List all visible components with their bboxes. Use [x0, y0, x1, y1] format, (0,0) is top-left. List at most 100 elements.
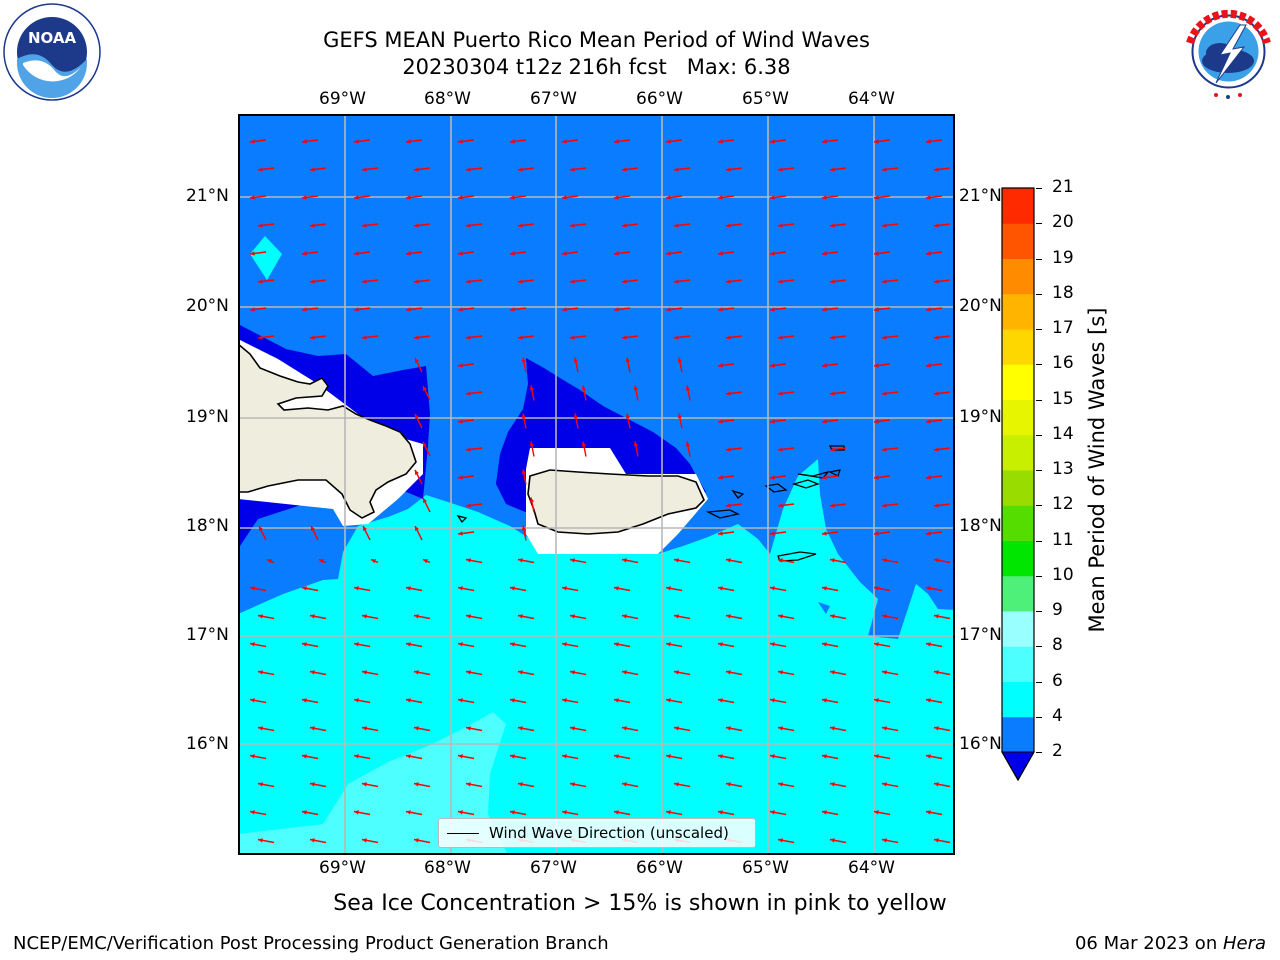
wave-direction-arrowhead	[570, 614, 575, 619]
wave-direction-arrowhead	[674, 279, 679, 284]
wave-direction-arrowhead	[466, 335, 471, 340]
colorbar-tick	[1036, 470, 1042, 471]
wave-direction-arrowhead	[258, 670, 263, 675]
wave-direction-arrowhead	[562, 754, 567, 759]
wave-direction-arrowhead	[778, 335, 783, 340]
lon-label-bottom-64w: 64°W	[848, 858, 895, 878]
wave-direction-arrowhead	[362, 614, 367, 619]
colorbar-tick	[1036, 223, 1042, 225]
wave-direction-arrowhead	[934, 223, 939, 228]
colorbar-tick-label: 16	[1052, 353, 1074, 374]
wave-direction-arrowhead	[258, 223, 263, 228]
wave-direction-arrowhead	[666, 195, 671, 200]
wave-direction-arrowhead	[830, 782, 835, 787]
colorbar-bin	[1002, 188, 1034, 224]
wave-direction-arrowhead	[414, 335, 419, 340]
wave-direction-arrowhead	[466, 782, 471, 787]
wave-direction-arrowhead	[310, 838, 315, 843]
virgin-islands-outlines	[456, 445, 845, 562]
wave-direction-arrowhead	[726, 670, 731, 675]
wave-direction-arrowhead	[614, 698, 619, 703]
wave-direction-arrowhead	[778, 391, 783, 396]
wave-direction-arrowhead	[874, 307, 879, 312]
chart-title: GEFS MEAN Puerto Rico Mean Period of Win…	[323, 28, 870, 52]
wave-direction-arrowhead	[302, 698, 307, 703]
colorbar-bin	[1002, 611, 1034, 647]
wave-direction-arrowhead	[458, 698, 463, 703]
wave-direction-arrowhead	[882, 447, 887, 452]
wave-direction-arrowhead	[822, 307, 827, 312]
wave-direction-arrowhead	[510, 139, 515, 144]
wave-direction-arrowhead	[310, 614, 315, 619]
wave-direction-arrowhead	[510, 307, 515, 312]
wave-period-2-4-pocket	[818, 602, 830, 614]
wave-direction-arrowhead	[362, 335, 367, 340]
wave-direction-arrowhead	[926, 810, 931, 815]
wave-direction-arrowhead	[510, 698, 515, 703]
wave-direction-arrowhead	[354, 642, 359, 647]
wave-direction-arrowhead	[310, 279, 315, 284]
wave-direction-arrowhead	[822, 531, 827, 536]
wave-direction-arrowhead	[510, 810, 515, 815]
wave-direction-arrowhead	[830, 335, 835, 340]
wave-direction-arrowhead	[562, 698, 567, 703]
wave-direction-arrowhead	[614, 810, 619, 815]
lon-label-bottom-67w: 67°W	[530, 858, 577, 878]
wave-direction-arrowhead	[934, 335, 939, 340]
wave-direction-arrowhead	[258, 335, 263, 340]
wave-direction-arrowhead	[529, 497, 535, 503]
footer-date: 06 Mar 2023 on Hera	[1075, 933, 1266, 954]
wave-direction-arrowhead	[362, 279, 367, 284]
lat-label-left-19n: 19°N	[186, 407, 229, 427]
wave-direction-arrowhead	[830, 447, 835, 452]
wave-direction-arrowhead	[778, 503, 783, 508]
wave-direction-arrowhead	[926, 307, 931, 312]
lat-label-right-20n: 20°N	[959, 296, 1002, 316]
wave-direction-arrowhead	[562, 586, 567, 591]
wave-direction-arrowhead	[882, 838, 887, 843]
wave-direction-arrowhead	[250, 754, 255, 759]
wave-direction-arrowhead	[778, 838, 783, 843]
wave-direction-arrowhead	[414, 782, 419, 787]
lat-label-right-16n: 16°N	[959, 734, 1002, 754]
vector-legend-swatch	[447, 832, 479, 834]
wave-direction-arrowhead	[622, 614, 627, 619]
wave-direction-arrowhead	[830, 838, 835, 843]
wave-direction-arrowhead	[926, 419, 931, 424]
colorbar-tick-label: 13	[1052, 459, 1074, 479]
wave-direction-arrowhead	[934, 726, 939, 731]
wave-direction-arrowhead	[518, 223, 523, 228]
wave-direction-arrowhead	[874, 251, 879, 256]
wave-direction-arrowhead	[882, 391, 887, 396]
wave-direction-arrowhead	[622, 279, 627, 284]
wave-direction-arrowhead	[718, 642, 723, 647]
wave-direction-arrowhead	[466, 558, 471, 563]
wave-direction-arrowhead	[354, 698, 359, 703]
wave-direction-arrowhead	[302, 586, 307, 591]
wave-direction-arrowhead	[778, 223, 783, 228]
wave-direction-arrowhead	[830, 558, 835, 563]
wave-direction-arrowhead	[354, 251, 359, 256]
lon-label-top-67w: 67°W	[530, 89, 577, 109]
wave-direction-arrowhead	[414, 223, 419, 228]
wave-direction-arrowhead	[726, 335, 731, 340]
colorbar-bin	[1002, 293, 1034, 330]
footer-host: Hera	[1222, 933, 1266, 954]
map-panel	[238, 114, 955, 855]
wave-direction-arrowhead	[622, 670, 627, 675]
colorbar-tick-label: 17	[1052, 318, 1074, 338]
wave-direction-arrowhead	[874, 419, 879, 424]
wave-direction-arrowhead	[770, 139, 775, 144]
wave-direction-arrowhead	[882, 167, 887, 172]
wave-direction-arrowhead	[362, 223, 367, 228]
lon-label-top-66w: 66°W	[636, 89, 683, 109]
wave-direction-arrowhead	[250, 642, 255, 647]
sea-ice-note: Sea Ice Concentration > 15% is shown in …	[333, 891, 947, 916]
lon-label-top-68w: 68°W	[424, 89, 471, 109]
lat-label-right-18n: 18°N	[959, 516, 1002, 536]
wave-direction-arrowhead	[726, 167, 731, 172]
colorbar-tick-label: 12	[1052, 494, 1074, 515]
vector-legend-label: Wind Wave Direction (unscaled)	[489, 824, 729, 842]
wave-direction-arrowhead	[518, 614, 523, 619]
wave-direction-arrowhead	[926, 642, 931, 647]
